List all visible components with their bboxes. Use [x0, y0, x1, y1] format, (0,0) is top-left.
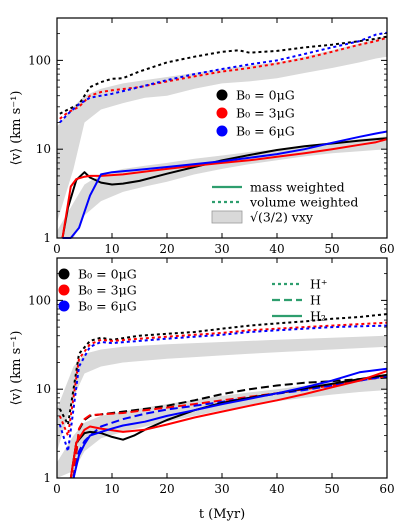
- legend-label: √(3/2) vxy: [250, 210, 314, 225]
- series-line-2: [58, 324, 388, 453]
- x-tick-label: 10: [104, 242, 119, 256]
- y-tick-label: 100: [28, 53, 51, 67]
- legend-label: B₀ = 0μG: [236, 88, 295, 103]
- bottom-y-axis-label: ⟨v⟩ (km s⁻¹): [9, 331, 24, 406]
- x-tick-label: 30: [214, 482, 229, 496]
- series-line-3: [59, 35, 388, 115]
- x-tick-label: 50: [324, 242, 339, 256]
- x-tick-label: 40: [269, 482, 284, 496]
- legend-label: mass weighted: [250, 180, 345, 195]
- legend-label: H⁺: [310, 277, 328, 292]
- legend-label: H₂: [310, 309, 326, 324]
- legend-marker: [58, 268, 70, 280]
- y-tick-label: 10: [36, 382, 51, 396]
- y-tick-label: 100: [28, 293, 51, 307]
- x-axis-label: t (Myr): [199, 507, 245, 522]
- legend-label: B₀ = 3μG: [78, 283, 137, 298]
- legend-marker: [216, 89, 228, 101]
- series-line-6: [69, 373, 388, 479]
- x-tick-label: 40: [269, 242, 284, 256]
- legend-marker: [58, 284, 70, 296]
- series-line-0: [58, 313, 388, 426]
- legend-label: B₀ = 6μG: [78, 299, 137, 314]
- legend-marker: [216, 107, 228, 119]
- x-tick-label: 10: [104, 482, 119, 496]
- top-y-axis-label: ⟨v⟩ (km s⁻¹): [9, 91, 24, 166]
- legend-label: B₀ = 0μG: [78, 267, 137, 282]
- bottom-panel: 0 10 20 30 40 50 60 1 10 100 ⟨v⟩ (km s⁻¹) B₀ = 0μ…: [9, 257, 395, 496]
- shaded-band-1: [57, 376, 387, 478]
- y-tick-label: 1: [43, 471, 51, 485]
- series-line-0: [61, 137, 388, 239]
- series-line-5: [59, 31, 388, 124]
- series-line-1: [61, 138, 388, 239]
- legend-label: B₀ = 6μG: [236, 124, 295, 139]
- legend-label: H: [310, 293, 321, 308]
- series-line-4: [59, 36, 388, 120]
- x-tick-label: 20: [159, 242, 174, 256]
- shaded-band-0: [57, 35, 387, 223]
- legend-label: volume weighted: [249, 195, 358, 210]
- x-tick-label: 50: [324, 482, 339, 496]
- legend-label: B₀ = 3μG: [236, 106, 295, 121]
- x-tick-label: 0: [53, 242, 61, 256]
- x-tick-label: 60: [379, 242, 394, 256]
- y-tick-label: 1: [43, 231, 51, 245]
- legend-marker: [216, 125, 228, 137]
- series-line-7: [69, 370, 388, 479]
- x-tick-label: 0: [53, 482, 61, 496]
- top-panel: 0 10 20 30 40 50 60 1 10 100 ⟨v⟩ (km s⁻¹) B₀ = 0μ…: [9, 17, 395, 256]
- x-tick-label: 60: [379, 482, 394, 496]
- series-line-8: [72, 367, 388, 479]
- x-tick-label: 20: [159, 482, 174, 496]
- x-tick-label: 30: [214, 242, 229, 256]
- shaded-band-0: [57, 335, 387, 452]
- series-line-2: [62, 130, 388, 239]
- legend-marker: [58, 300, 70, 312]
- y-tick-label: 10: [36, 142, 51, 156]
- series-line-1: [58, 321, 388, 437]
- series-line-4: [72, 375, 388, 479]
- legend-band-swatch: [211, 210, 243, 224]
